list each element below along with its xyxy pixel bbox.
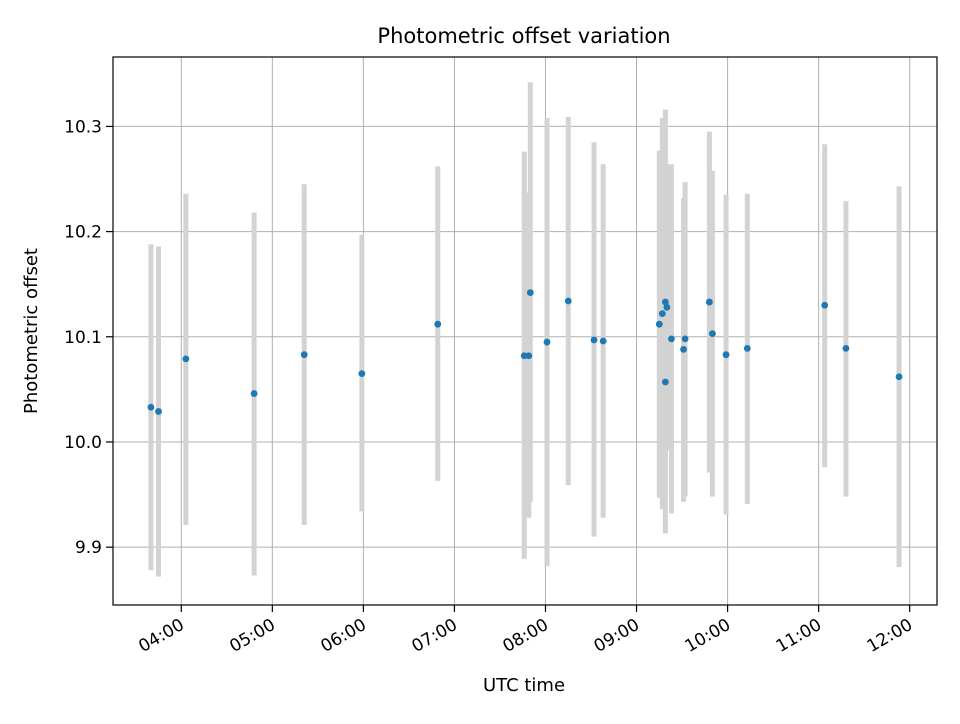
y-tick-label: 10.3 [64, 117, 102, 137]
data-point [705, 298, 713, 306]
y-tick-label: 10.2 [64, 223, 102, 243]
data-point [434, 320, 442, 328]
x-axis-label: UTC time [483, 675, 565, 696]
data-point [358, 370, 366, 377]
data-point [668, 335, 675, 343]
point-layer [147, 289, 903, 415]
data-point [526, 289, 534, 297]
data-point [564, 297, 572, 305]
y-tick-label: 10.0 [64, 433, 102, 453]
data-point [250, 390, 258, 397]
y-tick-label: 10.1 [64, 328, 102, 348]
data-point [663, 303, 671, 311]
data-point [590, 336, 598, 344]
data-point [681, 335, 689, 343]
data-point [842, 344, 850, 352]
data-point [743, 344, 751, 352]
data-point [155, 408, 162, 415]
data-point [895, 373, 903, 381]
chart-title: Photometric offset variation [377, 24, 670, 48]
data-point [709, 330, 716, 338]
plot-frame [112, 56, 938, 606]
data-point [661, 298, 669, 306]
data-point [821, 301, 829, 309]
data-point [599, 337, 607, 345]
y-axis-ticks: 9.9 10.0 10.1 10.2 10.3 [64, 117, 113, 558]
y-axis-label: Photometric offset [21, 248, 42, 414]
data-point [658, 310, 666, 318]
y-tick-label: 9.9 [75, 538, 102, 558]
data-point [661, 378, 669, 386]
data-point [722, 351, 730, 359]
data-point [680, 346, 687, 353]
data-point [147, 403, 155, 411]
data-point [182, 355, 190, 363]
data-point [525, 352, 533, 360]
data-point [300, 351, 308, 359]
data-point [543, 338, 551, 346]
data-point [655, 320, 663, 328]
